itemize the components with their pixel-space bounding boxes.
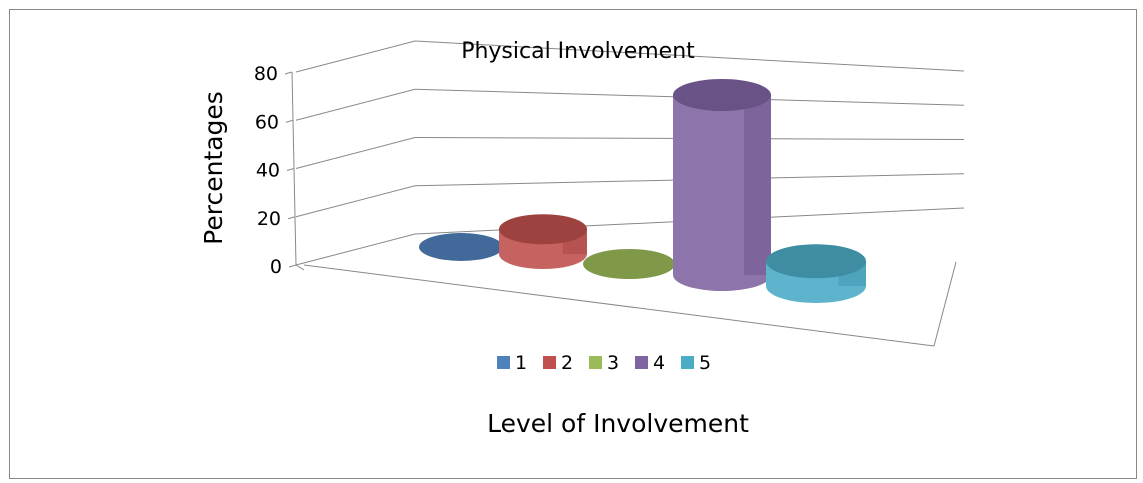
legend-swatch-5 xyxy=(681,356,694,369)
gridline-left-0 xyxy=(295,233,416,266)
bar-4 xyxy=(673,79,771,291)
bar-1 xyxy=(419,233,503,261)
tick-mark-20 xyxy=(287,216,296,220)
legend-swatch-4 xyxy=(635,356,648,369)
bar-top-4 xyxy=(673,79,771,111)
y-tick-label: 20 xyxy=(257,208,281,230)
gridline-back-80 xyxy=(414,40,965,72)
tick-mark-0 xyxy=(288,264,297,268)
floor-left-edge xyxy=(295,264,305,271)
legend-swatch-3 xyxy=(589,356,602,369)
tick-mark-80 xyxy=(284,71,293,75)
y-axis-label: Percentages xyxy=(199,91,228,245)
bars xyxy=(419,79,866,303)
gridline-left-80 xyxy=(295,40,416,73)
bar-5 xyxy=(766,244,866,303)
bar-shade-4 xyxy=(744,95,771,275)
bar-top-2 xyxy=(499,214,587,245)
bar-3 xyxy=(583,249,675,279)
x-axis-label: Level of Involvement xyxy=(487,409,749,438)
chart-title: Physical Involvement xyxy=(461,39,695,64)
legend: 1 2 3 4 5 xyxy=(497,352,711,374)
legend-swatch-2 xyxy=(543,356,556,369)
legend-label-5: 5 xyxy=(699,352,711,374)
y-tick-label: 0 xyxy=(270,256,282,278)
gridlines xyxy=(284,40,965,268)
legend-label-3: 3 xyxy=(607,352,619,374)
legend-label-1: 1 xyxy=(515,352,527,374)
legend-label-2: 2 xyxy=(561,352,573,374)
bar-top-5 xyxy=(766,244,866,279)
y-tick-label: 60 xyxy=(255,111,279,133)
legend-label-4: 4 xyxy=(653,352,665,374)
chart-walls xyxy=(291,71,957,347)
bar-top-1 xyxy=(419,233,503,261)
legend-swatch-1 xyxy=(497,356,510,369)
floor-front-edge xyxy=(303,264,935,347)
y-tick-label: 40 xyxy=(256,160,280,182)
bar-top-3 xyxy=(583,249,675,279)
floor-right-edge xyxy=(933,261,957,347)
gridline-left-60 xyxy=(295,88,416,121)
bar-2 xyxy=(499,214,587,269)
y-tick-label: 80 xyxy=(254,63,278,85)
y-axis-ticks: 0 20 40 60 80 xyxy=(254,63,282,278)
tick-mark-60 xyxy=(285,119,294,123)
tick-mark-40 xyxy=(286,168,295,171)
gridline-left-20 xyxy=(295,185,416,218)
gridline-left-40 xyxy=(295,137,416,169)
